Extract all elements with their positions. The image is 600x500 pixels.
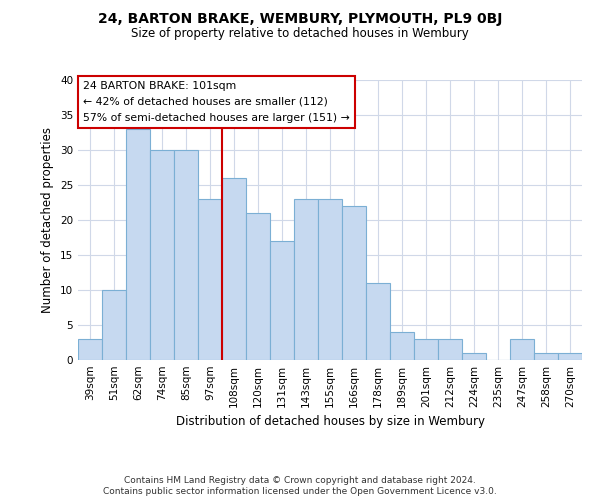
- Bar: [126, 129, 150, 360]
- Bar: [222, 178, 246, 360]
- Text: Size of property relative to detached houses in Wembury: Size of property relative to detached ho…: [131, 28, 469, 40]
- Y-axis label: Number of detached properties: Number of detached properties: [41, 127, 55, 313]
- Bar: [510, 339, 534, 360]
- Bar: [414, 339, 438, 360]
- Bar: [270, 241, 294, 360]
- Bar: [438, 339, 462, 360]
- Bar: [366, 283, 390, 360]
- Bar: [390, 332, 414, 360]
- Bar: [534, 353, 558, 360]
- Bar: [462, 353, 486, 360]
- Text: Contains public sector information licensed under the Open Government Licence v3: Contains public sector information licen…: [103, 488, 497, 496]
- Bar: [246, 213, 270, 360]
- Bar: [78, 339, 102, 360]
- Bar: [558, 353, 582, 360]
- Text: Contains HM Land Registry data © Crown copyright and database right 2024.: Contains HM Land Registry data © Crown c…: [124, 476, 476, 485]
- Bar: [294, 199, 318, 360]
- Bar: [102, 290, 126, 360]
- Bar: [342, 206, 366, 360]
- Bar: [150, 150, 174, 360]
- Text: 24, BARTON BRAKE, WEMBURY, PLYMOUTH, PL9 0BJ: 24, BARTON BRAKE, WEMBURY, PLYMOUTH, PL9…: [98, 12, 502, 26]
- Bar: [318, 199, 342, 360]
- X-axis label: Distribution of detached houses by size in Wembury: Distribution of detached houses by size …: [176, 416, 485, 428]
- Bar: [198, 199, 222, 360]
- Bar: [174, 150, 198, 360]
- Text: 24 BARTON BRAKE: 101sqm
← 42% of detached houses are smaller (112)
57% of semi-d: 24 BARTON BRAKE: 101sqm ← 42% of detache…: [83, 82, 350, 122]
